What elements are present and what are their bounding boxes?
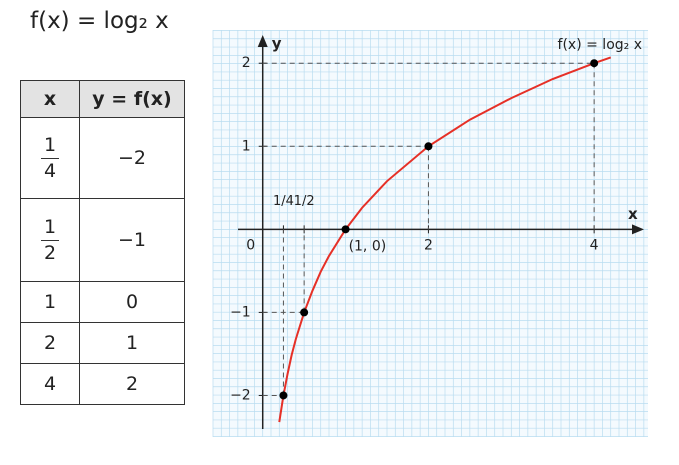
point (300, 308, 309, 317)
table-header: x y = f(x) (20, 80, 185, 118)
table-row: 1 4 −2 (20, 117, 185, 199)
denominator: 4 (43, 159, 57, 182)
table-cell: −1 (79, 198, 185, 282)
point (341, 225, 350, 234)
heading: f(x) = log₂ x (30, 8, 169, 34)
log-curve (278, 56, 612, 423)
table-cell: 2 (20, 322, 80, 364)
x-axis-arrow (632, 224, 644, 235)
table-cell: 4 (20, 363, 80, 405)
point (279, 391, 288, 400)
plot-area (213, 30, 648, 437)
x-tick-label: 4 (590, 237, 599, 253)
denominator: 2 (43, 241, 57, 264)
x-axis-label: x (628, 205, 638, 223)
y-axis-arrow (257, 35, 268, 47)
table-row: 1 2 −1 (20, 198, 185, 282)
y-tick-label: 2 (242, 55, 251, 71)
table-cell: 0 (79, 281, 185, 323)
numerator: 1 (40, 133, 60, 159)
point-label: (1, 0) (349, 238, 387, 254)
y-tick-label: −1 (230, 304, 251, 320)
y-axis-label: y (272, 35, 282, 53)
y-tick-label: −2 (230, 387, 251, 403)
curve-label: f(x) = log₂ x (558, 37, 642, 53)
x-tick-label: 1/4 (273, 194, 294, 209)
y-tick-label: 1 (242, 138, 251, 154)
x-tick-label: 0 (246, 237, 255, 253)
x-tick-label: 2 (424, 237, 433, 253)
numerator: 1 (40, 215, 60, 241)
table-cell: 1 (79, 322, 185, 364)
table-cell: 2 (79, 363, 185, 405)
header-cell: x (20, 80, 80, 118)
point (590, 59, 599, 68)
value-table: x y = f(x) 1 4 −2 1 2 −1 1 0 2 1 4 2 (20, 80, 185, 405)
point (424, 142, 433, 151)
x-tick-label: 1/2 (294, 194, 315, 209)
table-cell: −2 (79, 117, 185, 199)
header-cell: y = f(x) (79, 80, 185, 118)
